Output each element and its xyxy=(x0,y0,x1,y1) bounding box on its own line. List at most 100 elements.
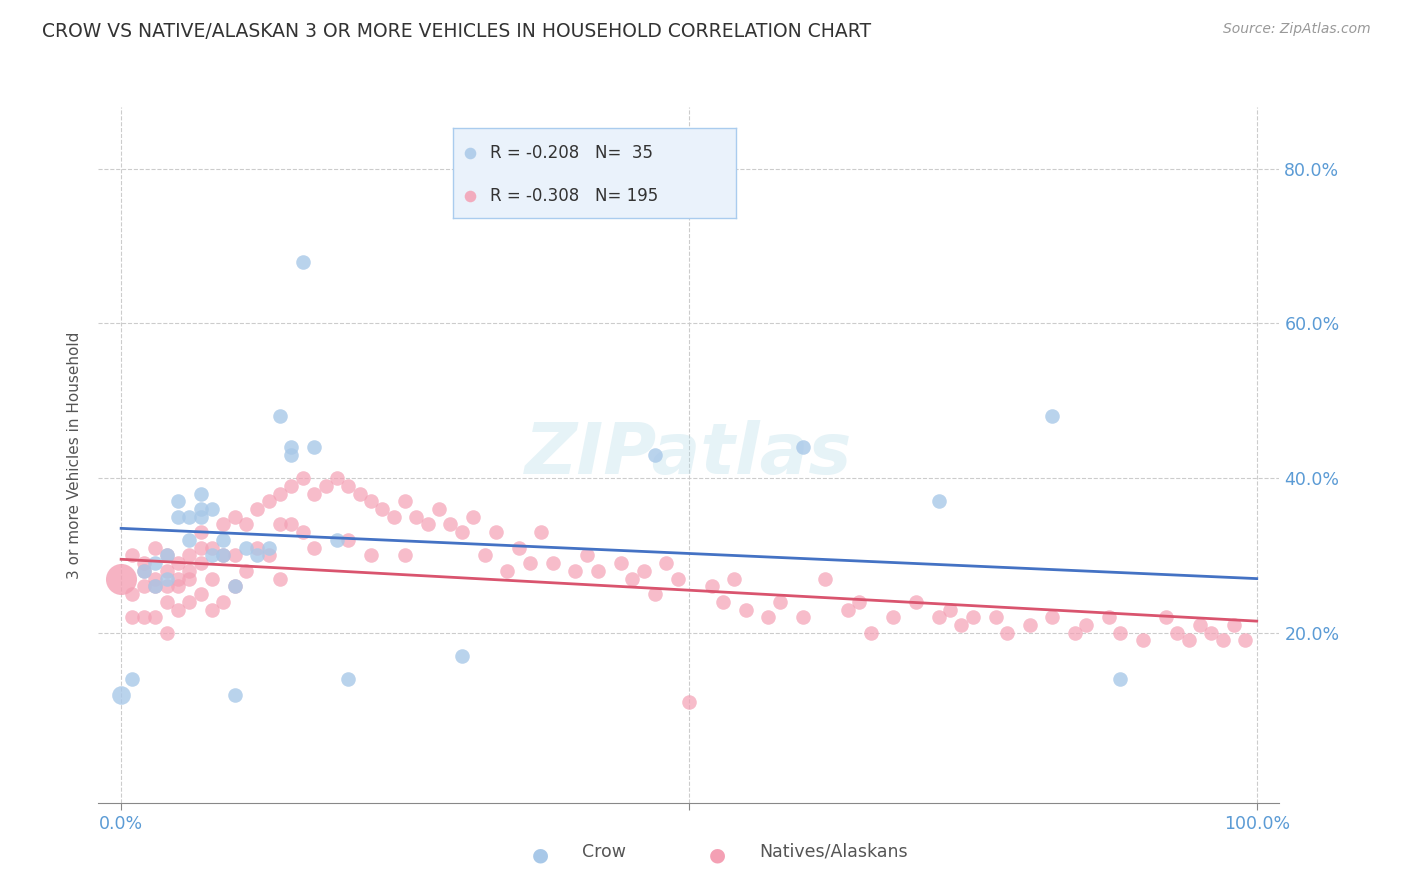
Point xyxy=(1040,409,1063,424)
Point xyxy=(1201,625,1223,640)
Point xyxy=(814,572,837,586)
Point xyxy=(302,486,325,500)
Point xyxy=(269,517,291,532)
Point xyxy=(655,556,678,570)
Point xyxy=(121,610,143,624)
Point xyxy=(235,541,257,555)
Point xyxy=(337,479,360,493)
Point xyxy=(450,525,472,540)
Point xyxy=(201,502,224,516)
Point xyxy=(291,254,314,268)
Point xyxy=(212,595,235,609)
Point xyxy=(1098,610,1121,624)
Point xyxy=(723,572,745,586)
Point xyxy=(734,602,756,616)
Point xyxy=(257,494,280,508)
Point xyxy=(179,595,201,609)
Point xyxy=(132,556,155,570)
Point xyxy=(360,494,382,508)
Point xyxy=(1234,633,1257,648)
Point xyxy=(382,509,405,524)
Point xyxy=(1040,610,1063,624)
Point xyxy=(155,572,177,586)
Point xyxy=(859,625,882,640)
Point xyxy=(928,610,950,624)
Point xyxy=(167,579,190,593)
Point xyxy=(224,688,246,702)
Point xyxy=(394,549,416,563)
Point xyxy=(280,517,302,532)
Point xyxy=(190,587,212,601)
Point xyxy=(190,502,212,516)
Point xyxy=(269,486,291,500)
Point xyxy=(463,509,485,524)
Point xyxy=(179,549,201,563)
Point xyxy=(950,618,973,632)
Point xyxy=(394,494,416,508)
Point xyxy=(201,541,224,555)
Point xyxy=(280,448,302,462)
Point xyxy=(1188,618,1211,632)
Point xyxy=(700,579,723,593)
Point xyxy=(167,572,190,586)
Point xyxy=(155,595,177,609)
Point xyxy=(190,525,212,540)
Point xyxy=(155,625,177,640)
Point xyxy=(458,146,481,161)
Point xyxy=(337,533,360,547)
Point xyxy=(190,541,212,555)
Point xyxy=(143,541,166,555)
Point xyxy=(132,579,155,593)
Point xyxy=(280,440,302,454)
Point xyxy=(984,610,1007,624)
Point xyxy=(792,440,814,454)
Point xyxy=(201,572,224,586)
Text: Natives/Alaskans: Natives/Alaskans xyxy=(759,843,908,861)
Point xyxy=(110,572,132,586)
Text: Source: ZipAtlas.com: Source: ZipAtlas.com xyxy=(1223,22,1371,37)
Point xyxy=(349,486,371,500)
Point xyxy=(326,471,349,485)
Point xyxy=(280,479,302,493)
Point xyxy=(212,517,235,532)
Point xyxy=(541,556,564,570)
Point xyxy=(110,688,132,702)
Point xyxy=(439,517,461,532)
Point xyxy=(837,602,859,616)
Point xyxy=(132,564,155,578)
Text: ●: ● xyxy=(531,845,548,864)
Point xyxy=(235,564,257,578)
Point xyxy=(621,572,644,586)
Y-axis label: 3 or more Vehicles in Household: 3 or more Vehicles in Household xyxy=(66,331,82,579)
Point xyxy=(121,549,143,563)
Text: ●: ● xyxy=(709,845,725,864)
Point xyxy=(458,188,481,202)
Point xyxy=(405,509,427,524)
Point xyxy=(496,564,519,578)
Point xyxy=(508,541,530,555)
Point xyxy=(167,556,190,570)
Point xyxy=(427,502,450,516)
Point xyxy=(291,471,314,485)
Point xyxy=(132,610,155,624)
Point xyxy=(155,549,177,563)
Point xyxy=(1109,625,1132,640)
Point xyxy=(575,549,598,563)
Point xyxy=(212,533,235,547)
Point xyxy=(257,549,280,563)
Point xyxy=(155,579,177,593)
Point xyxy=(302,440,325,454)
Point xyxy=(224,509,246,524)
Point xyxy=(928,494,950,508)
Point xyxy=(758,610,780,624)
Point xyxy=(179,509,201,524)
Point xyxy=(326,533,349,547)
Point xyxy=(1076,618,1098,632)
Point xyxy=(1018,618,1040,632)
Point xyxy=(1154,610,1177,624)
Point xyxy=(678,695,700,709)
Point xyxy=(644,587,666,601)
Point xyxy=(586,564,609,578)
Point xyxy=(360,549,382,563)
Point xyxy=(190,486,212,500)
